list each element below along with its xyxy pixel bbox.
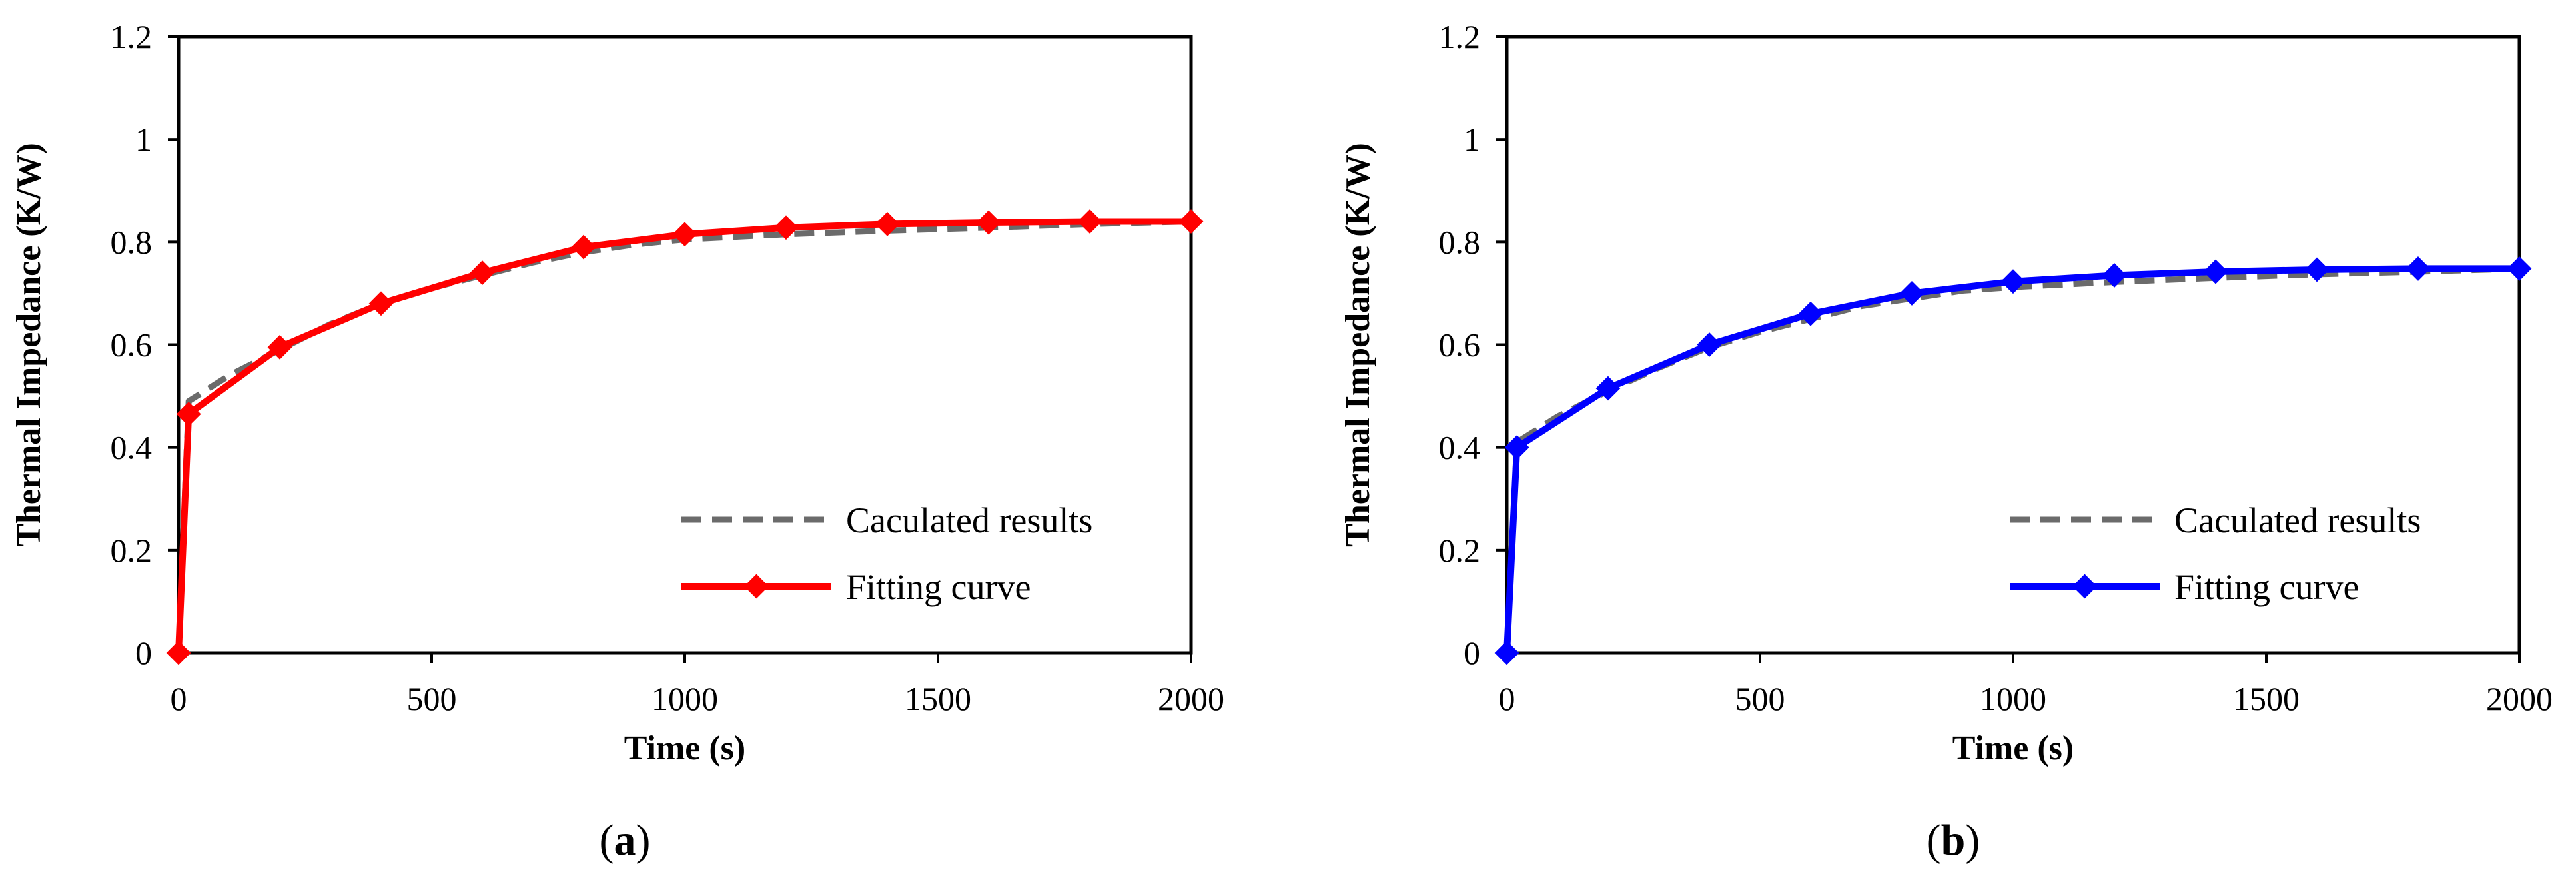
series-line-calculated bbox=[1503, 265, 2520, 654]
legend-marker bbox=[2072, 574, 2097, 599]
legend-marker bbox=[744, 574, 769, 599]
y-tick-label: 0.4 bbox=[111, 429, 153, 466]
data-point-marker bbox=[368, 291, 394, 316]
chart-panel-a: 0 0.2 0.4 0.6 0.8 1 1.2 0 500 1000 1500 2000 Time (s… bbox=[10, 18, 1224, 767]
caption-b: (b) bbox=[1927, 816, 1980, 865]
data-point-marker bbox=[176, 402, 201, 426]
chart-panel-b: 0 0.2 0.4 0.6 0.8 1 1.2 0 500 1000 1500 2000 Time (s… bbox=[1339, 18, 2553, 767]
data-point-marker bbox=[1494, 640, 1519, 665]
plot-area-frame bbox=[177, 35, 1193, 655]
data-point-marker bbox=[1077, 209, 1102, 234]
y-tick-label: 0.8 bbox=[111, 223, 153, 260]
y-tick-label: 0.2 bbox=[111, 532, 153, 569]
legend-label-fitting: Fitting curve bbox=[846, 567, 1031, 607]
series-line-fitting bbox=[175, 218, 1191, 654]
y-axis-title: Thermal Impedance (K/W) bbox=[10, 143, 48, 547]
data-point-marker bbox=[1595, 376, 1621, 401]
x-tick-label: 2000 bbox=[1158, 680, 1224, 717]
legend-label-calculated: Caculated results bbox=[2174, 500, 2421, 540]
y-tick-label: 0.2 bbox=[1439, 532, 1481, 569]
data-point-marker bbox=[2304, 257, 2330, 282]
y-axis-title: Thermal Impedance (K/W) bbox=[1339, 143, 1377, 547]
data-point-marker bbox=[1899, 281, 1925, 306]
series-line-fitting bbox=[1503, 265, 2519, 654]
x-tick-label: 0 bbox=[171, 680, 187, 717]
x-tick-label: 500 bbox=[1735, 680, 1785, 717]
y-tick-label: 0 bbox=[135, 634, 152, 671]
data-point-marker bbox=[2203, 259, 2228, 284]
y-tick-label: 0 bbox=[1464, 634, 1480, 671]
legend-label-fitting: Fitting curve bbox=[2174, 567, 2359, 607]
data-point-marker bbox=[672, 222, 697, 247]
x-axis-title: Time (s) bbox=[624, 729, 745, 767]
data-point-marker bbox=[2000, 269, 2026, 294]
caption-a: (a) bbox=[600, 816, 651, 865]
data-point-marker bbox=[1798, 301, 1823, 326]
legend-label-calculated: Caculated results bbox=[846, 500, 1092, 540]
y-tick-label: 0.6 bbox=[1439, 326, 1481, 364]
x-tick-label: 1000 bbox=[1980, 680, 2046, 717]
data-point-marker bbox=[1697, 332, 1722, 357]
data-point-marker bbox=[571, 234, 596, 260]
data-point-marker bbox=[976, 210, 1001, 235]
plot-area-frame bbox=[1505, 35, 2521, 655]
x-tick-label: 2000 bbox=[2486, 680, 2553, 717]
x-tick-label: 500 bbox=[407, 680, 457, 717]
data-point-marker bbox=[2102, 263, 2127, 288]
x-tick-label: 1000 bbox=[651, 680, 718, 717]
y-tick-label: 0.6 bbox=[111, 326, 153, 364]
data-point-marker bbox=[1504, 435, 1529, 460]
data-point-marker bbox=[773, 215, 799, 240]
data-point-marker bbox=[1178, 209, 1204, 234]
data-point-marker bbox=[2405, 256, 2431, 281]
data-point-marker bbox=[166, 640, 191, 665]
y-tick-label: 0.4 bbox=[1439, 429, 1481, 466]
x-tick-label: 1500 bbox=[905, 680, 971, 717]
x-axis-title: Time (s) bbox=[1952, 729, 2074, 767]
data-point-marker bbox=[267, 334, 292, 360]
y-tick-label: 1.2 bbox=[1439, 18, 1481, 55]
data-point-marker bbox=[2507, 256, 2532, 281]
y-tick-label: 1 bbox=[1464, 121, 1480, 158]
y-tick-label: 0.8 bbox=[1439, 223, 1481, 260]
x-tick-label: 0 bbox=[1499, 680, 1515, 717]
x-tick-label: 1500 bbox=[2233, 680, 2300, 717]
y-tick-label: 1.2 bbox=[111, 18, 153, 55]
data-point-marker bbox=[470, 260, 495, 285]
y-tick-label: 1 bbox=[135, 121, 152, 158]
data-point-marker bbox=[875, 211, 900, 236]
